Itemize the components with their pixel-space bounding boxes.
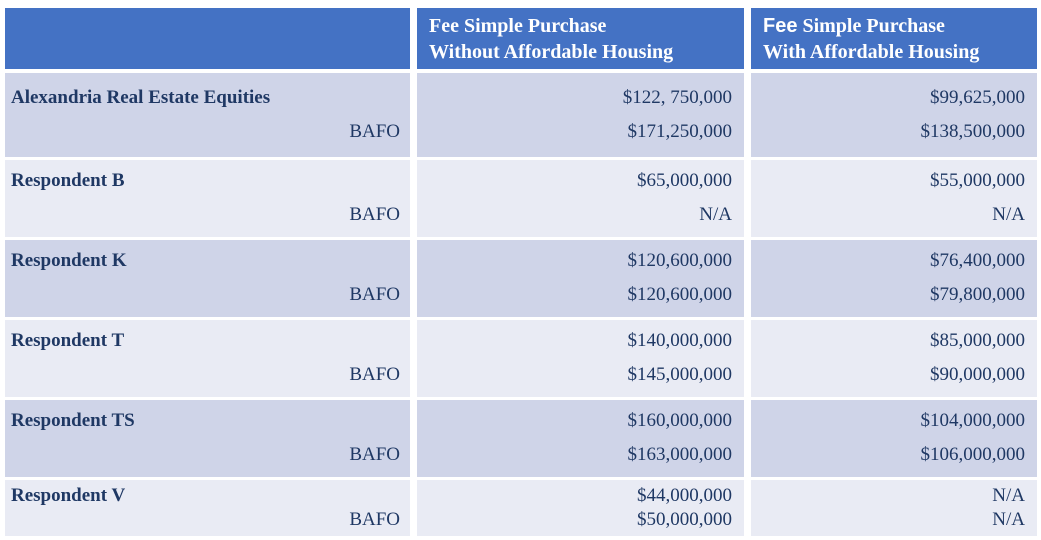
- value-with-bafo: $138,500,000: [920, 121, 1026, 142]
- bafo-label: BAFO: [349, 444, 400, 465]
- value-without-bafo: $145,000,000: [627, 364, 733, 385]
- bafo-label: BAFO: [349, 121, 400, 142]
- with-housing-cell: $99,625,000 $138,500,000: [751, 73, 1037, 157]
- header-cell-with-affordable-housing: Fee Simple Purchase With Affordable Hous…: [751, 8, 1037, 69]
- value-without-bafo: N/A: [699, 204, 732, 225]
- value-with-initial: $99,625,000: [930, 87, 1025, 108]
- table-row-respondent-k: Respondent K BAFO $120,600,000 $120,600,…: [5, 240, 1037, 317]
- value-without-initial: $140,000,000: [627, 330, 733, 351]
- value-with-bafo: N/A: [992, 204, 1025, 225]
- header-with-fee-bold: Fee: [763, 15, 798, 37]
- value-without-bafo: $120,600,000: [627, 284, 733, 305]
- header-cell-empty: [5, 8, 410, 69]
- respondent-name: Respondent K: [11, 250, 127, 271]
- value-without-bafo: $50,000,000: [637, 509, 732, 530]
- with-housing-cell: $55,000,000 N/A: [751, 160, 1037, 237]
- value-without-initial: $65,000,000: [637, 170, 732, 191]
- table-row-respondent-v: Respondent V BAFO $44,000,000 $50,000,00…: [5, 480, 1037, 536]
- respondent-cell: Respondent T BAFO: [5, 320, 410, 397]
- value-without-initial: $120,600,000: [627, 250, 733, 271]
- respondent-name: Respondent V: [11, 485, 126, 506]
- respondent-cell: Respondent K BAFO: [5, 240, 410, 317]
- without-housing-cell: $120,600,000 $120,600,000: [417, 240, 744, 317]
- with-housing-cell: $85,000,000 $90,000,000: [751, 320, 1037, 397]
- table-row-alexandria-real-estate-equities: Alexandria Real Estate Equities BAFO $12…: [5, 73, 1037, 157]
- value-with-bafo: $90,000,000: [930, 364, 1025, 385]
- value-with-bafo: $106,000,000: [920, 444, 1026, 465]
- value-with-bafo: $79,800,000: [930, 284, 1025, 305]
- bafo-label: BAFO: [349, 284, 400, 305]
- value-without-bafo: $163,000,000: [627, 444, 733, 465]
- value-without-initial: $44,000,000: [637, 485, 732, 506]
- value-with-initial: $85,000,000: [930, 330, 1025, 351]
- header-without-line2: Without Affordable Housing: [429, 41, 674, 63]
- header-with-line1-rest: Simple Purchase: [802, 15, 945, 37]
- table-row-respondent-b: Respondent B BAFO $65,000,000 N/A $55,00…: [5, 160, 1037, 237]
- respondent-cell: Respondent B BAFO: [5, 160, 410, 237]
- header-with-line2: With Affordable Housing: [763, 41, 980, 63]
- respondent-name: Respondent TS: [11, 410, 135, 431]
- bafo-label: BAFO: [349, 509, 400, 530]
- value-without-initial: $122, 750,000: [622, 87, 732, 108]
- without-housing-cell: $122, 750,000 $171,250,000: [417, 73, 744, 157]
- respondent-cell: Respondent V BAFO: [5, 480, 410, 536]
- with-housing-cell: $76,400,000 $79,800,000: [751, 240, 1037, 317]
- respondent-name: Respondent B: [11, 170, 125, 191]
- table-row-respondent-t: Respondent T BAFO $140,000,000 $145,000,…: [5, 320, 1037, 397]
- respondent-cell: Alexandria Real Estate Equities BAFO: [5, 73, 410, 157]
- without-housing-cell: $44,000,000 $50,000,000: [417, 480, 744, 536]
- bafo-label: BAFO: [349, 364, 400, 385]
- table-row-respondent-ts: Respondent TS BAFO $160,000,000 $163,000…: [5, 400, 1037, 477]
- value-with-initial: $104,000,000: [920, 410, 1026, 431]
- value-with-initial: N/A: [992, 485, 1025, 506]
- respondent-name: Respondent T: [11, 330, 125, 351]
- without-housing-cell: $140,000,000 $145,000,000: [417, 320, 744, 397]
- value-with-bafo: N/A: [992, 509, 1025, 530]
- bafo-label: BAFO: [349, 204, 400, 225]
- header-without-line1: Fee Simple Purchase: [429, 15, 607, 37]
- header-row: Fee Simple Purchase Without Affordable H…: [5, 8, 1037, 69]
- value-with-initial: $76,400,000: [930, 250, 1025, 271]
- without-housing-cell: $65,000,000 N/A: [417, 160, 744, 237]
- value-with-initial: $55,000,000: [930, 170, 1025, 191]
- without-housing-cell: $160,000,000 $163,000,000: [417, 400, 744, 477]
- with-housing-cell: $104,000,000 $106,000,000: [751, 400, 1037, 477]
- value-without-bafo: $171,250,000: [627, 121, 733, 142]
- respondent-name: Alexandria Real Estate Equities: [11, 87, 271, 108]
- value-without-initial: $160,000,000: [627, 410, 733, 431]
- respondent-cell: Respondent TS BAFO: [5, 400, 410, 477]
- header-cell-without-affordable-housing: Fee Simple Purchase Without Affordable H…: [417, 8, 744, 69]
- with-housing-cell: N/A N/A: [751, 480, 1037, 536]
